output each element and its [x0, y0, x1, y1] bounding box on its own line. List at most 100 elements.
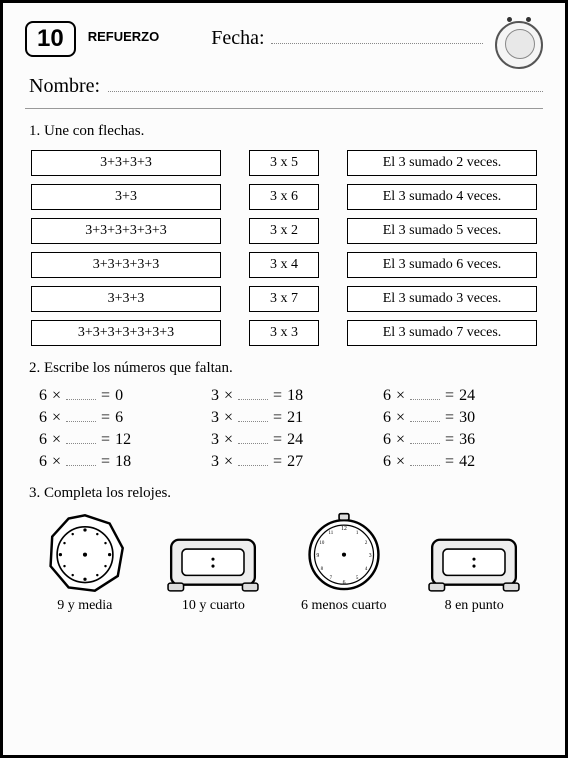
ex1-mult-cell[interactable]: 3 x 6 — [249, 184, 319, 210]
eq-equals: = — [273, 409, 282, 427]
eq-result: 42 — [459, 453, 475, 471]
ex1-sum-cell[interactable]: 3+3+3+3+3 — [31, 252, 221, 278]
ex1-sum-cell[interactable]: 3+3+3 — [31, 286, 221, 312]
ex1-grid: 3+3+3+3 3 x 5 El 3 sumado 2 veces. 3+3 3… — [25, 150, 543, 346]
eq-op: × — [396, 453, 405, 471]
ex2-equation[interactable]: 3 × = 21 — [211, 409, 363, 427]
eq-blank[interactable] — [410, 410, 440, 422]
eq-equals: = — [445, 409, 454, 427]
eq-equals: = — [101, 431, 110, 449]
ex2-grid: 6×=03×=186×=246×=63×=216×=306×=123×=246×… — [39, 387, 535, 471]
eq-result: 0 — [115, 387, 123, 405]
ex2-equation[interactable]: 3×=18 — [211, 387, 363, 405]
eq-blank[interactable] — [66, 410, 96, 422]
svg-text:11: 11 — [328, 531, 333, 536]
eq-result: 12 — [115, 431, 131, 449]
ex2-equation[interactable]: 6 × = 12 — [39, 431, 191, 449]
ex2-equation[interactable]: 3×=24 — [211, 431, 363, 449]
section-label: REFUERZO — [88, 29, 160, 44]
ex1-desc-cell[interactable]: El 3 sumado 2 veces. — [347, 150, 537, 176]
eq-a: 6 — [383, 453, 391, 471]
ex1-sum-cell[interactable]: 3+3+3+3+3+3 — [31, 218, 221, 244]
ex2-equation[interactable]: 6×=36 — [383, 431, 535, 449]
eq-result: 27 — [287, 453, 303, 471]
clock-4[interactable]: 8 en punto — [424, 532, 524, 614]
ex2-equation[interactable]: 3×=27 — [211, 453, 363, 471]
eq-blank[interactable] — [238, 454, 268, 466]
ex1-mult-cell[interactable]: 3 x 2 — [249, 218, 319, 244]
ex1-mult-cell[interactable]: 3 x 7 — [249, 286, 319, 312]
fecha-input-line[interactable] — [271, 30, 483, 44]
eq-blank[interactable] — [66, 388, 96, 400]
eq-result: 36 — [459, 431, 475, 449]
round-clock-icon: 12 3 6 9 1 2 4 5 7 8 10 11 — [303, 512, 385, 594]
ex1-desc-cell[interactable]: El 3 sumado 7 veces. — [347, 320, 537, 346]
eq-op: × — [224, 453, 233, 471]
svg-text:12: 12 — [341, 526, 347, 532]
ex2-equation[interactable]: 6×=24 — [383, 387, 535, 405]
eq-blank[interactable] — [410, 454, 440, 466]
eq-op: × — [52, 409, 61, 427]
digital-clock-icon — [163, 532, 263, 594]
eq-blank[interactable] — [238, 432, 268, 444]
eq-op: × — [52, 431, 61, 449]
ex1-sum-cell[interactable]: 3+3 — [31, 184, 221, 210]
ex1-mult-cell[interactable]: 3 x 3 — [249, 320, 319, 346]
ex3-instruction: 3. Completa los relojes. — [29, 485, 543, 502]
ex1-mult-cell[interactable]: 3 x 4 — [249, 252, 319, 278]
nombre-field[interactable]: Nombre: — [29, 75, 543, 98]
ex1-mult-cell[interactable]: 3 x 5 — [249, 150, 319, 176]
ex2-equation[interactable]: 6×=30 — [383, 409, 535, 427]
svg-text:9: 9 — [316, 553, 319, 559]
nombre-input-line[interactable] — [108, 78, 543, 92]
ex1-sum-cell[interactable]: 3+3+3+3+3+3+3 — [31, 320, 221, 346]
eq-equals: = — [445, 387, 454, 405]
eq-op: × — [224, 431, 233, 449]
ex1-desc-cell[interactable]: El 3 sumado 3 veces. — [347, 286, 537, 312]
eq-op: × — [224, 387, 233, 405]
eq-blank[interactable] — [238, 410, 268, 422]
clock-2[interactable]: 10 y cuarto — [163, 532, 263, 614]
clocks-row: 9 y media 10 y cuarto 12 — [25, 512, 543, 614]
ex1-desc-cell[interactable]: El 3 sumado 4 veces. — [347, 184, 537, 210]
svg-text:3: 3 — [369, 553, 372, 559]
clock-label: 9 y media — [44, 598, 126, 614]
ex1-desc-cell[interactable]: El 3 sumado 5 veces. — [347, 218, 537, 244]
eq-a: 3 — [211, 431, 219, 449]
eq-op: × — [52, 453, 61, 471]
clock-1[interactable]: 9 y media — [44, 512, 126, 614]
eq-result: 21 — [287, 409, 303, 427]
eq-op: × — [396, 387, 405, 405]
eq-blank[interactable] — [410, 432, 440, 444]
fecha-field[interactable]: Fecha: — [211, 27, 483, 50]
eq-result: 18 — [115, 453, 131, 471]
eq-op: × — [396, 409, 405, 427]
eq-op: × — [224, 409, 233, 427]
ex2-equation[interactable]: 6×=6 — [39, 409, 191, 427]
eq-blank[interactable] — [66, 432, 96, 444]
eq-a: 6 — [39, 409, 47, 427]
eq-result: 24 — [287, 431, 303, 449]
eq-a: 6 — [383, 387, 391, 405]
ex1-desc-cell[interactable]: El 3 sumado 6 veces. — [347, 252, 537, 278]
eq-blank[interactable] — [238, 388, 268, 400]
eq-a: 6 — [39, 453, 47, 471]
header: 10 REFUERZO Fecha: — [25, 21, 543, 69]
eq-a: 6 — [39, 431, 47, 449]
ex2-equation[interactable]: 6 × = 42 — [383, 453, 535, 471]
eq-blank[interactable] — [66, 454, 96, 466]
digital-clock-icon — [424, 532, 524, 594]
svg-text:6: 6 — [342, 580, 345, 586]
ex2-equation[interactable]: 6×=0 — [39, 387, 191, 405]
ex1-sum-cell[interactable]: 3+3+3+3 — [31, 150, 221, 176]
fecha-label: Fecha: — [211, 27, 264, 50]
eq-blank[interactable] — [410, 388, 440, 400]
ex2-equation[interactable]: 6×=18 — [39, 453, 191, 471]
eq-op: × — [396, 431, 405, 449]
eq-equals: = — [445, 453, 454, 471]
nombre-label: Nombre: — [29, 75, 100, 98]
eq-a: 6 — [39, 387, 47, 405]
eq-equals: = — [445, 431, 454, 449]
clock-3[interactable]: 12 3 6 9 1 2 4 5 7 8 10 11 6 menos cuart… — [301, 512, 387, 614]
eq-a: 3 — [211, 409, 219, 427]
